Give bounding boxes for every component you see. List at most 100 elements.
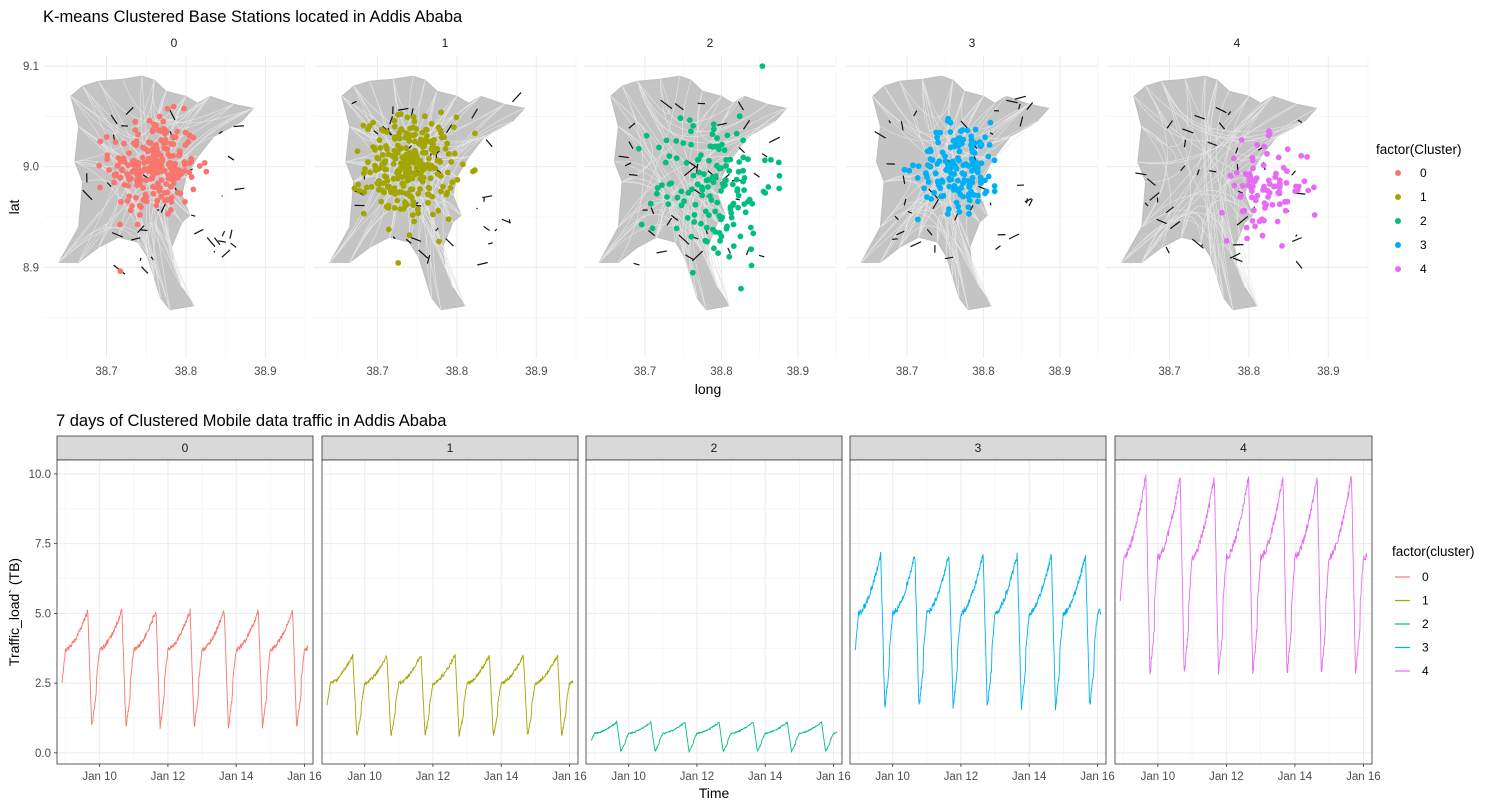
data-point xyxy=(355,181,362,188)
data-point xyxy=(951,182,958,189)
data-point xyxy=(654,190,660,197)
data-point xyxy=(404,114,411,121)
data-point xyxy=(144,158,151,165)
data-point xyxy=(354,148,361,155)
data-point xyxy=(1266,128,1272,135)
data-point xyxy=(924,194,930,200)
data-point xyxy=(360,210,367,217)
data-point xyxy=(982,134,988,141)
data-point xyxy=(126,193,133,200)
data-point xyxy=(728,214,735,221)
data-point xyxy=(190,186,197,193)
data-point xyxy=(921,185,927,192)
data-point xyxy=(411,118,418,125)
major-road xyxy=(768,136,781,144)
y-tick-label: 0.0 xyxy=(35,748,51,760)
data-point xyxy=(143,198,150,205)
data-point xyxy=(740,154,747,161)
data-point xyxy=(647,200,654,207)
bottom-strip-label: 2 xyxy=(711,441,718,455)
legend-key xyxy=(1395,266,1401,272)
data-point xyxy=(132,118,139,125)
legend-label: 1 xyxy=(1422,594,1429,608)
road xyxy=(1161,81,1277,142)
data-point xyxy=(111,179,117,186)
data-point xyxy=(1259,232,1266,239)
data-point xyxy=(149,128,156,135)
bottom-facet-3: 3 Jan 10 Jan 12 Jan 14 Jan 16 xyxy=(849,435,1115,783)
data-point xyxy=(750,230,757,237)
major-road xyxy=(488,242,493,245)
major-road xyxy=(483,225,490,232)
major-road xyxy=(1209,170,1217,173)
x-tick-label: Jan 14 xyxy=(219,771,254,783)
major-road xyxy=(910,241,922,248)
x-tick-label: 38.9 xyxy=(1049,366,1071,378)
data-point xyxy=(957,128,964,135)
legend-label: 4 xyxy=(1422,664,1429,678)
data-point xyxy=(1248,194,1255,201)
data-point xyxy=(656,144,662,151)
data-point xyxy=(111,172,118,178)
road xyxy=(1161,81,1305,138)
road xyxy=(610,96,653,183)
road xyxy=(1141,126,1171,248)
major-road xyxy=(1291,237,1302,242)
data-point xyxy=(1239,208,1246,215)
road xyxy=(618,126,664,238)
road xyxy=(1121,212,1204,263)
data-point xyxy=(1275,154,1282,161)
data-point xyxy=(730,221,737,228)
data-point xyxy=(914,175,921,181)
data-point xyxy=(182,198,188,205)
data-point xyxy=(153,202,160,209)
bottom-strip-label: 4 xyxy=(1240,441,1247,455)
major-road xyxy=(435,227,439,232)
top-strip-label: 1 xyxy=(442,36,449,50)
data-point xyxy=(706,157,712,164)
data-point xyxy=(1274,218,1281,225)
data-point xyxy=(948,160,955,167)
x-tick-label: 38.8 xyxy=(446,366,468,378)
major-road xyxy=(1237,190,1244,194)
data-point xyxy=(158,164,165,170)
x-tick-label: Jan 16 xyxy=(552,771,587,783)
data-point xyxy=(968,143,975,149)
data-point xyxy=(176,148,183,155)
data-point xyxy=(106,167,112,173)
road xyxy=(880,211,969,310)
data-point xyxy=(426,155,432,162)
road xyxy=(1216,91,1258,306)
data-point xyxy=(974,166,981,173)
data-point xyxy=(966,210,972,217)
data-point xyxy=(927,148,934,155)
data-point xyxy=(712,208,719,215)
data-point xyxy=(428,120,435,127)
data-point xyxy=(1238,137,1245,143)
data-point xyxy=(720,183,727,190)
data-point xyxy=(382,173,388,180)
major-road xyxy=(685,254,695,261)
data-point xyxy=(1284,168,1290,175)
road xyxy=(1201,76,1234,310)
road xyxy=(980,104,1030,140)
major-road xyxy=(670,214,679,221)
major-road xyxy=(405,238,412,244)
bottom-strip-label: 3 xyxy=(975,441,982,455)
data-point xyxy=(971,150,978,156)
road xyxy=(1181,104,1297,238)
data-point xyxy=(434,157,441,164)
data-point xyxy=(398,145,405,152)
major-road xyxy=(1180,165,1186,172)
road xyxy=(169,108,254,223)
top-facet-0: 0 38.7 38.8 38.9 8.9 9.0 9.1 xyxy=(23,36,306,378)
major-road xyxy=(218,130,223,135)
data-point xyxy=(181,162,188,168)
data-point xyxy=(723,156,729,163)
road xyxy=(699,200,726,288)
major-road xyxy=(1165,206,1174,214)
major-road xyxy=(426,254,431,264)
top-legend-title: factor(Cluster) xyxy=(1376,142,1462,157)
road xyxy=(953,238,992,306)
data-point xyxy=(351,185,358,192)
